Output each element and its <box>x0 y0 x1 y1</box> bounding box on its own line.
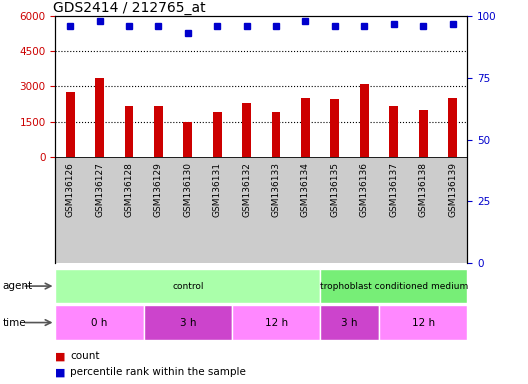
Text: GSM136138: GSM136138 <box>419 162 428 217</box>
Bar <box>389 106 398 157</box>
Text: control: control <box>172 281 204 291</box>
Text: GSM136137: GSM136137 <box>389 162 398 217</box>
Text: GSM136128: GSM136128 <box>125 162 134 217</box>
Text: ■: ■ <box>55 351 66 361</box>
Text: count: count <box>70 351 100 361</box>
Text: GSM136139: GSM136139 <box>448 162 457 217</box>
Text: GSM136136: GSM136136 <box>360 162 369 217</box>
Bar <box>183 122 192 157</box>
Bar <box>360 84 369 157</box>
Text: GSM136133: GSM136133 <box>271 162 280 217</box>
Bar <box>331 99 340 157</box>
Text: 3 h: 3 h <box>180 318 196 328</box>
Text: 12 h: 12 h <box>412 318 435 328</box>
Text: GDS2414 / 212765_at: GDS2414 / 212765_at <box>53 1 206 15</box>
Bar <box>419 110 428 157</box>
Text: GSM136126: GSM136126 <box>65 162 74 217</box>
Text: ■: ■ <box>55 367 66 377</box>
Text: GSM136127: GSM136127 <box>95 162 104 217</box>
Text: agent: agent <box>3 281 33 291</box>
Bar <box>320 269 467 303</box>
Text: 3 h: 3 h <box>342 318 358 328</box>
Bar <box>55 269 320 303</box>
Bar <box>448 98 457 157</box>
Text: GSM136132: GSM136132 <box>242 162 251 217</box>
Text: GSM136131: GSM136131 <box>213 162 222 217</box>
Text: 0 h: 0 h <box>91 318 108 328</box>
Bar <box>55 305 144 340</box>
Bar <box>144 305 232 340</box>
Bar <box>301 98 310 157</box>
Bar <box>95 78 104 157</box>
Bar <box>55 16 467 157</box>
Text: time: time <box>3 318 26 328</box>
Bar <box>66 93 74 157</box>
Text: GSM136134: GSM136134 <box>301 162 310 217</box>
Text: GSM136130: GSM136130 <box>183 162 192 217</box>
Bar <box>125 106 134 157</box>
Bar <box>55 157 467 263</box>
Bar <box>242 103 251 157</box>
Bar <box>154 106 163 157</box>
Text: 12 h: 12 h <box>265 318 288 328</box>
Text: trophoblast conditioned medium: trophoblast conditioned medium <box>319 281 468 291</box>
Bar <box>272 112 280 157</box>
Text: percentile rank within the sample: percentile rank within the sample <box>70 367 246 377</box>
Bar <box>232 305 320 340</box>
Text: GSM136129: GSM136129 <box>154 162 163 217</box>
Bar <box>320 305 379 340</box>
Bar <box>379 305 467 340</box>
Bar <box>213 112 222 157</box>
Text: GSM136135: GSM136135 <box>331 162 340 217</box>
